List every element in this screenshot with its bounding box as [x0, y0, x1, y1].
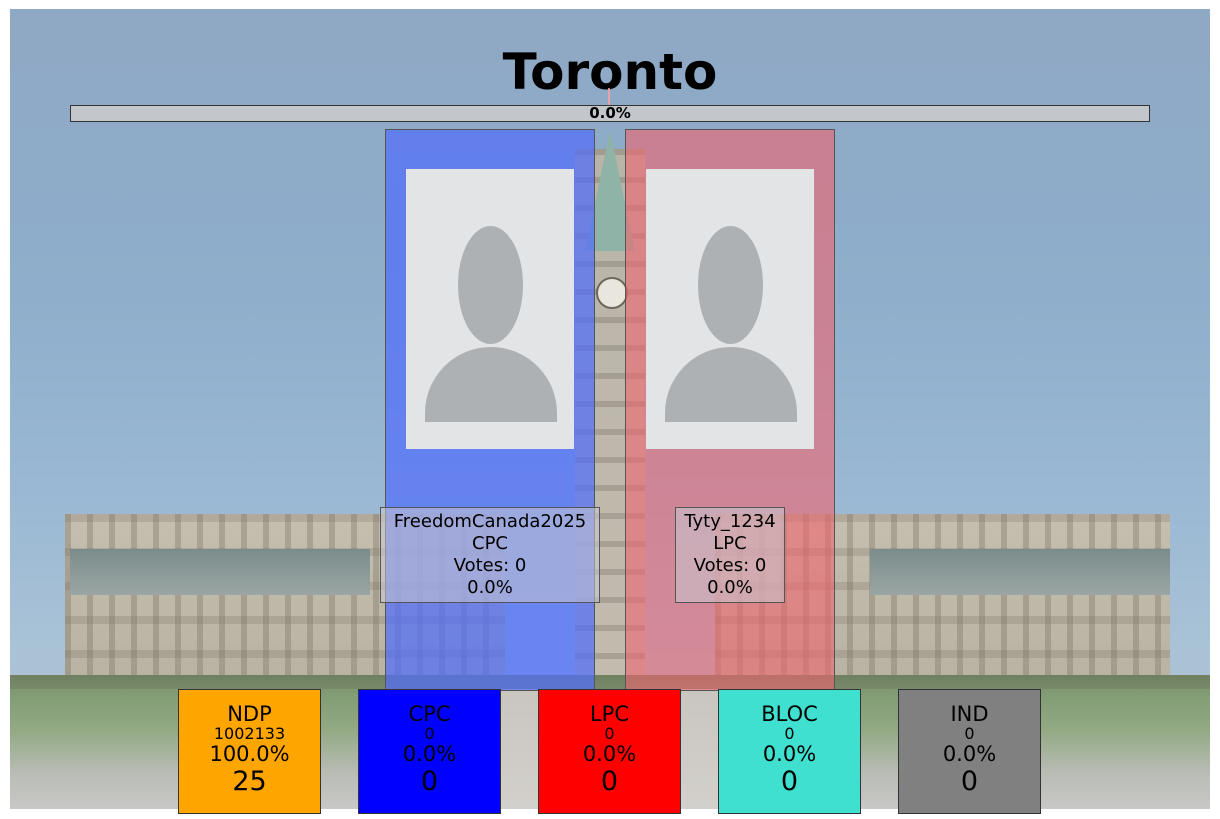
party-votes: 1002133 [213, 724, 286, 743]
party-seats: 0 [960, 766, 979, 797]
party-percent: 0.0% [762, 742, 817, 766]
candidate-party: CPC [472, 533, 508, 554]
candidate-votes: Votes: 0 [453, 555, 527, 576]
candidate-percent: 0.0% [467, 577, 513, 598]
person-body [665, 347, 797, 422]
progress-label: 0.0% [589, 104, 631, 122]
party-box-cpc: CPC 0 0.0% 0 [358, 689, 501, 814]
party-votes: 0 [784, 724, 795, 743]
party-votes: 0 [604, 724, 615, 743]
party-name: BLOC [761, 702, 818, 726]
candidate-name: FreedomCanada2025 [393, 511, 587, 532]
vote-progress-bar: 0.0% [70, 104, 1150, 122]
party-name: IND [950, 702, 989, 726]
party-seats: 0 [420, 766, 439, 797]
candidate-percent: 0.0% [707, 577, 753, 598]
west-roof [70, 549, 370, 595]
party-name: LPC [589, 702, 630, 726]
east-roof [870, 549, 1170, 595]
party-name: NDP [227, 702, 272, 726]
majority-marker [608, 88, 610, 120]
person-head [458, 226, 523, 344]
candidate-party: LPC [713, 533, 747, 554]
party-seats: 0 [600, 766, 619, 797]
party-box-ind: IND 0 0.0% 0 [898, 689, 1041, 814]
candidate-votes: Votes: 0 [693, 555, 767, 576]
candidate-label-cpc: FreedomCanada2025 CPC Votes: 0 0.0% [380, 507, 600, 603]
party-percent: 0.0% [582, 742, 637, 766]
clock-icon [596, 277, 628, 309]
party-percent: 0.0% [402, 742, 457, 766]
candidate-label-lpc: Tyty_1234 LPC Votes: 0 0.0% [675, 507, 785, 603]
party-box-bloc: BLOC 0 0.0% 0 [718, 689, 861, 814]
party-votes: 0 [424, 724, 435, 743]
party-name: CPC [408, 702, 451, 726]
party-percent: 0.0% [942, 742, 997, 766]
party-votes: 0 [964, 724, 975, 743]
riding-title: Toronto [502, 43, 718, 101]
person-head [698, 226, 763, 344]
person-body [425, 347, 557, 422]
party-seats: 25 [232, 766, 267, 797]
person-placeholder-icon [406, 169, 574, 449]
candidate-name: Tyty_1234 [684, 511, 776, 532]
party-seats: 0 [780, 766, 799, 797]
person-placeholder-icon [646, 169, 814, 449]
party-percent: 100.0% [209, 742, 290, 766]
party-box-lpc: LPC 0 0.0% 0 [538, 689, 681, 814]
party-box-ndp: NDP 1002133 100.0% 25 [178, 689, 321, 814]
